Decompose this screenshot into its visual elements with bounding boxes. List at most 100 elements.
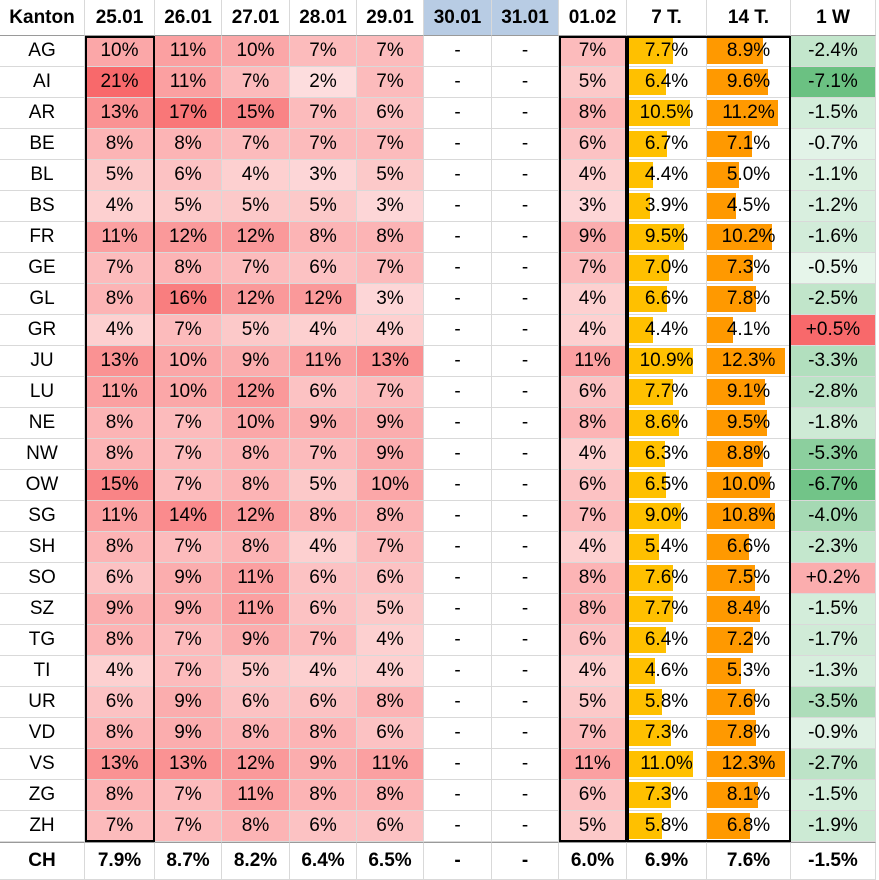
value-cell: - — [492, 36, 559, 67]
value-cell: 5% — [85, 160, 155, 191]
value-cell: 9.1% — [707, 377, 791, 408]
bar-value-label: 7.7% — [644, 598, 689, 619]
value-cell: 9.6% — [707, 67, 791, 98]
value-cell: 6.7% — [627, 129, 707, 160]
value-cell: 8% — [85, 284, 155, 315]
value-cell: - — [424, 749, 492, 780]
value-cell: - — [424, 501, 492, 532]
value-cell: - — [424, 470, 492, 501]
value-cell: 9% — [155, 687, 222, 718]
value-cell: 9% — [559, 222, 627, 253]
kanton-cell: GR — [0, 315, 85, 346]
value-cell: 8.8% — [707, 439, 791, 470]
kanton-cell: BS — [0, 191, 85, 222]
value-cell: - — [492, 780, 559, 811]
value-cell: -1.6% — [791, 222, 876, 253]
value-cell: 10.0% — [707, 470, 791, 501]
value-cell: 7% — [290, 98, 357, 129]
value-cell: 11% — [559, 346, 627, 377]
value-cell: 4% — [357, 656, 424, 687]
t7-bar — [627, 782, 671, 808]
t7-bar — [627, 317, 653, 343]
footer-value: 7.6% — [707, 842, 791, 880]
t7-bar — [627, 193, 650, 219]
value-cell: 7% — [155, 315, 222, 346]
t7-bar — [627, 751, 693, 777]
value-cell: 8% — [559, 563, 627, 594]
value-cell: 8% — [222, 470, 290, 501]
t7-bar — [627, 379, 673, 405]
value-cell: 7% — [290, 129, 357, 160]
value-cell: 7.8% — [707, 718, 791, 749]
value-cell: 7.2% — [707, 625, 791, 656]
bar-value-label: 6.6% — [726, 536, 771, 557]
value-cell: 8% — [222, 439, 290, 470]
value-cell: -1.5% — [791, 594, 876, 625]
bar-value-label: 7.8% — [726, 288, 771, 309]
bar-value-label: 12.3% — [721, 753, 776, 774]
bar-value-label: 7.3% — [726, 257, 771, 278]
kanton-cell: LU — [0, 377, 85, 408]
value-cell: 4% — [290, 532, 357, 563]
bar-value-label: 7.8% — [726, 722, 771, 743]
value-cell: - — [424, 439, 492, 470]
value-cell: 4% — [290, 656, 357, 687]
value-cell: - — [492, 284, 559, 315]
value-cell: 12% — [155, 222, 222, 253]
value-cell: +0.2% — [791, 563, 876, 594]
value-cell: 11% — [155, 67, 222, 98]
value-cell: 7.1% — [707, 129, 791, 160]
bar-value-label: 7.6% — [726, 691, 771, 712]
t14-bar — [707, 100, 778, 126]
value-cell: 7.3% — [627, 780, 707, 811]
value-cell: 6.4% — [627, 625, 707, 656]
value-cell: 11.2% — [707, 98, 791, 129]
value-cell: 6.3% — [627, 439, 707, 470]
value-cell: -1.5% — [791, 98, 876, 129]
value-cell: 17% — [155, 98, 222, 129]
bar-value-label: 7.3% — [644, 722, 689, 743]
value-cell: 10% — [357, 470, 424, 501]
value-cell: 11% — [222, 780, 290, 811]
value-cell: 6% — [559, 780, 627, 811]
footer-value: 6.5% — [357, 842, 424, 880]
header-col-3: 27.01 — [222, 0, 290, 36]
bar-value-label: 5.3% — [726, 660, 771, 681]
bar-value-label: 7.5% — [726, 567, 771, 588]
value-cell: 15% — [222, 98, 290, 129]
value-cell: 4% — [559, 315, 627, 346]
kanton-cell: ZG — [0, 780, 85, 811]
bar-value-label: 9.6% — [726, 71, 771, 92]
value-cell: -3.3% — [791, 346, 876, 377]
value-cell: - — [492, 315, 559, 346]
value-cell: 6% — [290, 377, 357, 408]
bar-value-label: 10.0% — [721, 474, 776, 495]
value-cell: 7.7% — [627, 377, 707, 408]
footer-label: CH — [0, 842, 85, 880]
value-cell: 4% — [290, 315, 357, 346]
value-cell: -1.3% — [791, 656, 876, 687]
value-cell: 12% — [222, 222, 290, 253]
bar-value-label: 5.0% — [726, 164, 771, 185]
value-cell: -1.8% — [791, 408, 876, 439]
value-cell: -1.7% — [791, 625, 876, 656]
t7-bar — [627, 255, 669, 281]
value-cell: 6.6% — [627, 284, 707, 315]
value-cell: 7% — [290, 625, 357, 656]
value-cell: 7.0% — [627, 253, 707, 284]
value-cell: 5.4% — [627, 532, 707, 563]
t7-bar — [627, 565, 673, 591]
value-cell: 3% — [357, 284, 424, 315]
value-cell: -2.7% — [791, 749, 876, 780]
value-cell: - — [492, 532, 559, 563]
bar-value-label: 9.1% — [726, 381, 771, 402]
kanton-cell: JU — [0, 346, 85, 377]
header-col-8: 01.02 — [559, 0, 627, 36]
value-cell: 5% — [155, 191, 222, 222]
kanton-cell: NW — [0, 439, 85, 470]
t14-bar — [707, 441, 763, 467]
value-cell: 9% — [155, 594, 222, 625]
value-cell: 7% — [357, 532, 424, 563]
header-col-2: 26.01 — [155, 0, 222, 36]
value-cell: 12% — [222, 501, 290, 532]
